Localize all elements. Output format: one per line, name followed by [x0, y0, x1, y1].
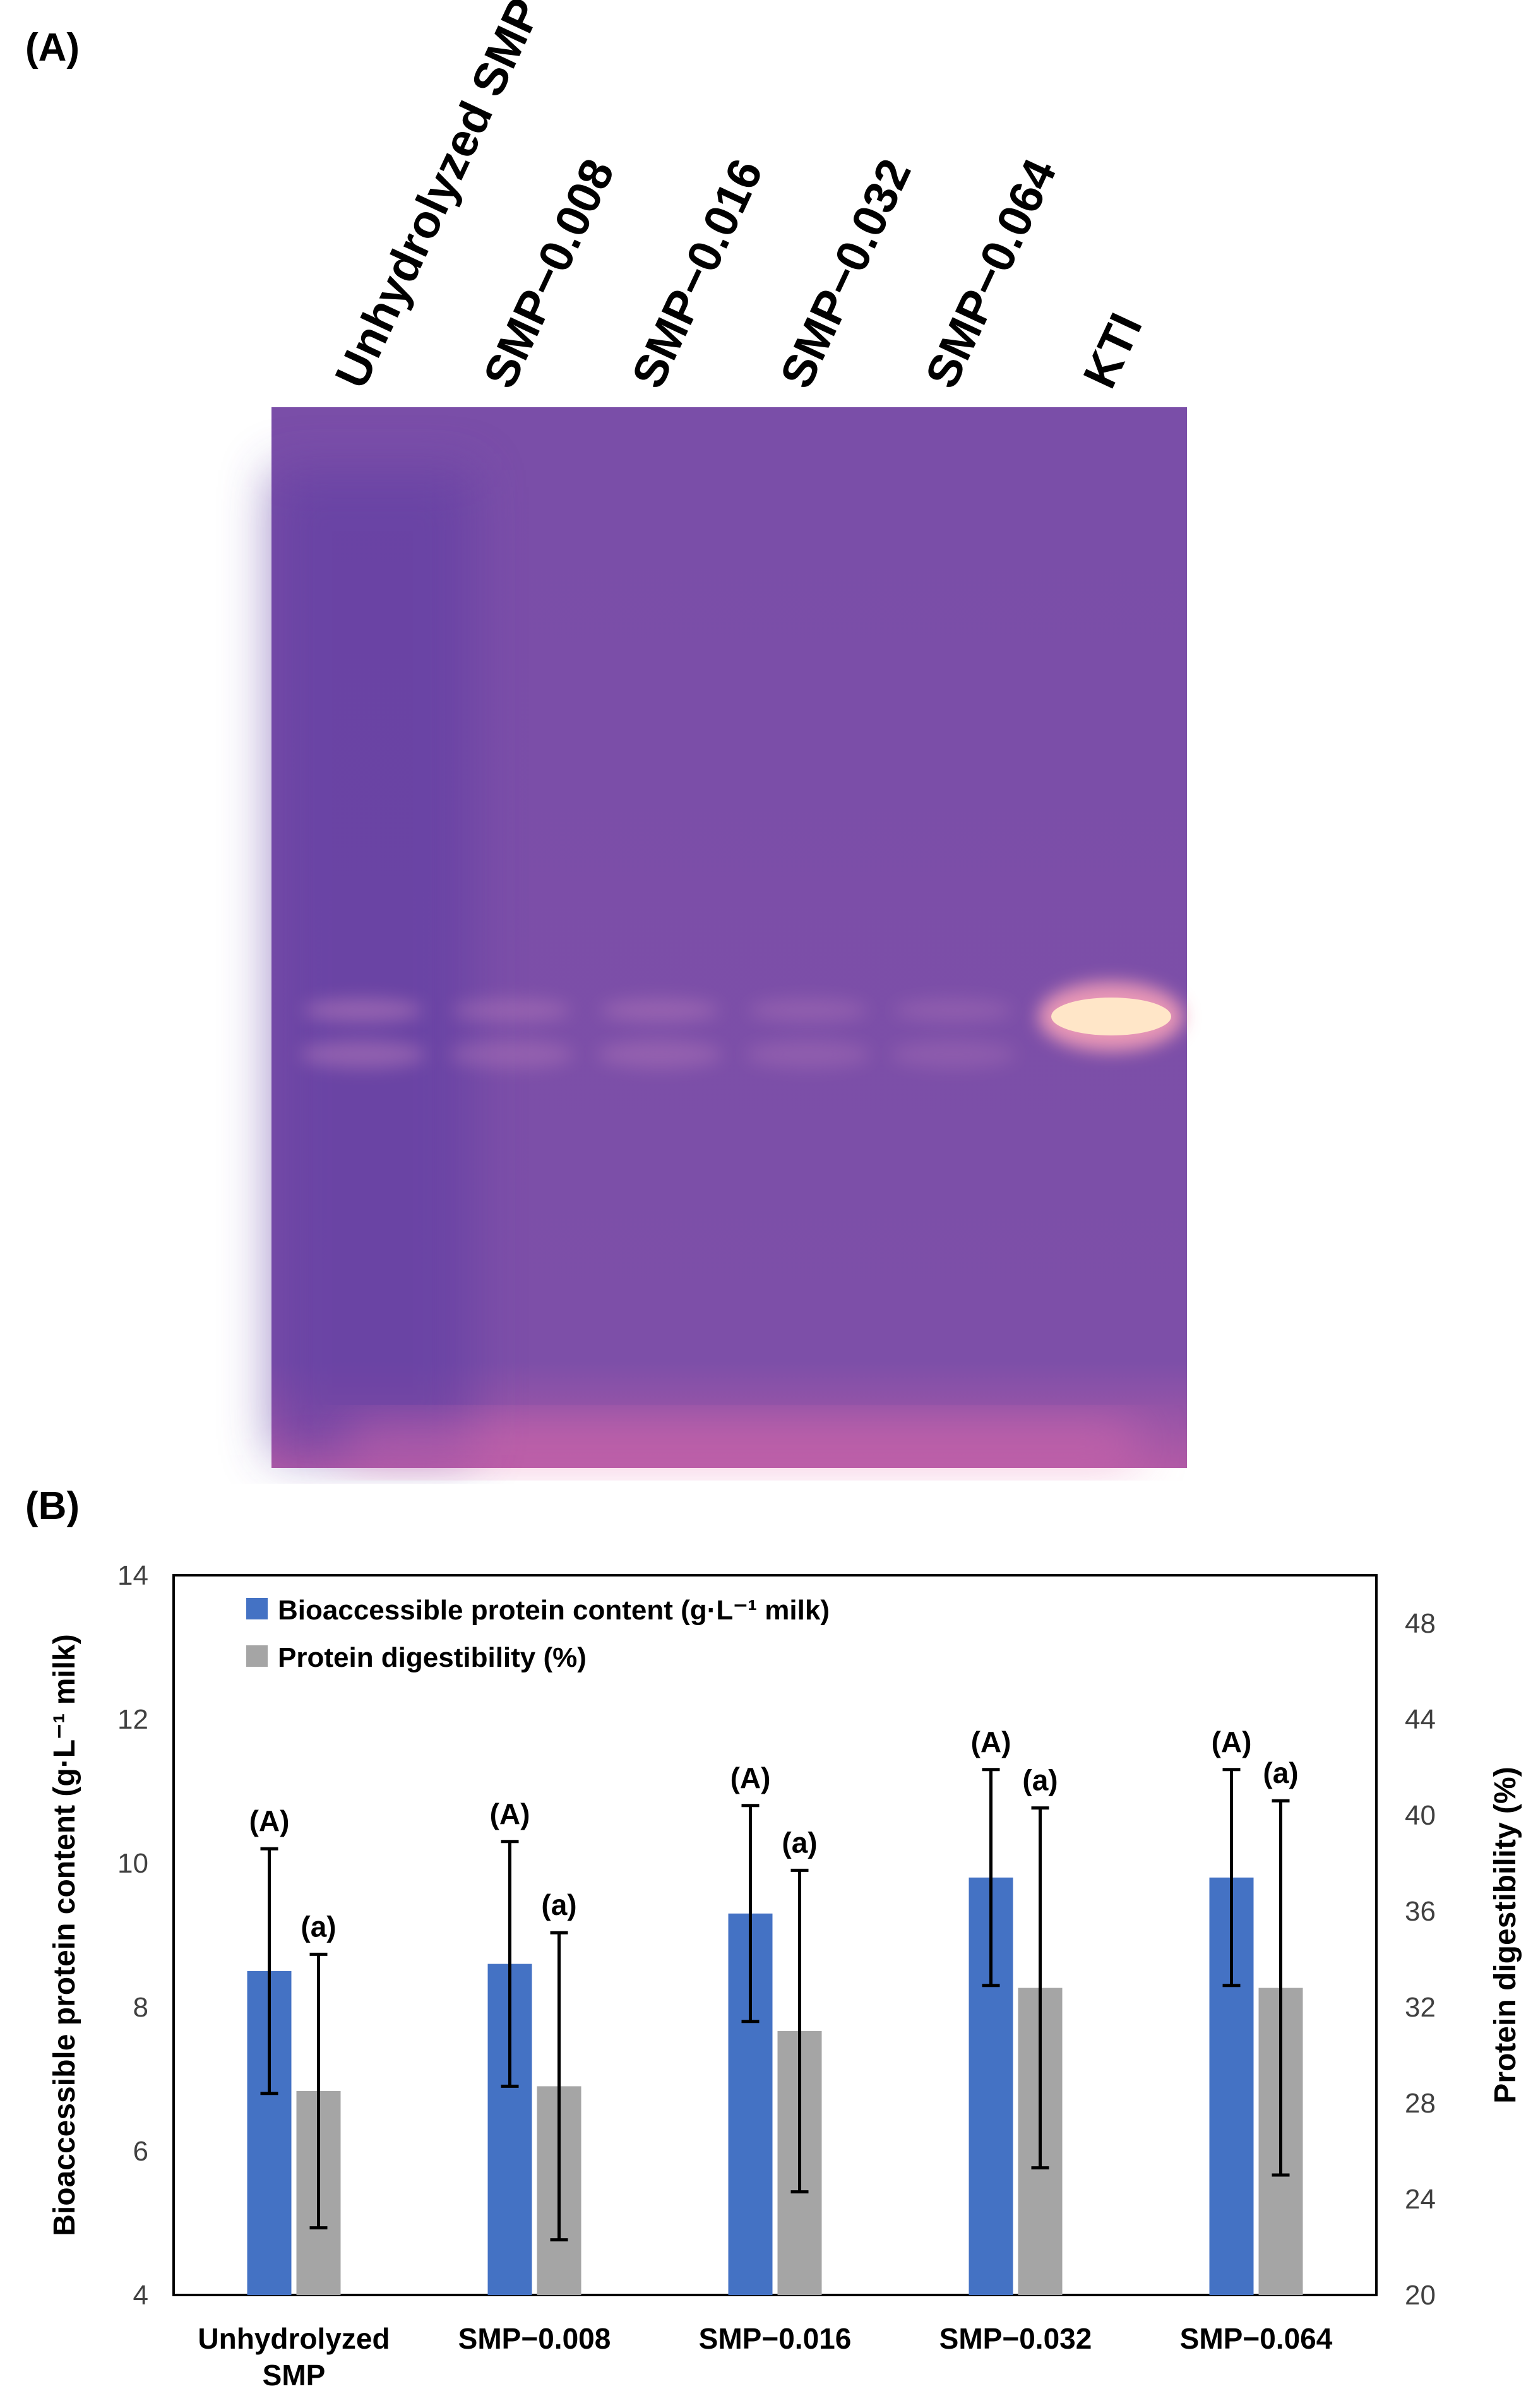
panel-a-label: (A): [25, 26, 80, 69]
significance-letter: (A): [730, 1761, 771, 1794]
significance-letter: (a): [782, 1826, 817, 1859]
x-tick-label: SMP−0.008: [458, 2322, 611, 2355]
right-tick-label: 44: [1405, 1704, 1436, 1735]
gel-band: [600, 999, 720, 1022]
significance-letter: (A): [249, 1804, 290, 1837]
left-tick-label: 4: [133, 2280, 148, 2311]
gel-band: [451, 999, 571, 1022]
legend-swatch: [246, 1645, 268, 1667]
right-tick-label: 24: [1405, 2184, 1436, 2215]
legend-swatch: [246, 1598, 268, 1619]
significance-letter: (a): [1022, 1764, 1058, 1797]
plot-frame: [172, 1574, 1378, 2296]
significance-letter: (a): [541, 1888, 576, 1921]
y-axis-label-left: Bioaccessible protein content (g·L⁻¹ mil…: [48, 1634, 81, 2236]
right-tick-label: 48: [1405, 1608, 1436, 1639]
gel-shadow: [271, 470, 474, 1455]
x-tick-label: SMP: [263, 2359, 326, 2392]
gel-band: [748, 999, 868, 1022]
gel-image: Unhydrolyzed SMPSMP−0.008SMP−0.016SMP−0.…: [271, 0, 1187, 1468]
right-tick-label: 36: [1405, 1896, 1436, 1927]
gel-band: [597, 1040, 723, 1068]
gel-band: [745, 1040, 871, 1068]
left-tick-label: 10: [117, 1848, 148, 1879]
significance-letter: (a): [1263, 1756, 1298, 1789]
gel-band: [300, 1040, 426, 1068]
gel-band: [893, 999, 1013, 1022]
gel-band-core: [1051, 998, 1171, 1035]
significance-letter: (A): [1212, 1726, 1252, 1758]
x-tick-label: SMP−0.016: [699, 2322, 852, 2355]
gel-band: [448, 1040, 575, 1068]
right-tick-label: 20: [1405, 2280, 1436, 2311]
x-tick-label: Unhydrolyzed: [198, 2322, 390, 2355]
significance-letter: (a): [301, 1910, 336, 1943]
right-tick-label: 28: [1405, 2088, 1436, 2119]
gel-band: [303, 999, 423, 1022]
right-tick-label: 32: [1405, 1992, 1436, 2023]
left-tick-label: 6: [133, 2136, 148, 2167]
legend-label: Bioaccessible protein content (g·L⁻¹ mil…: [278, 1595, 830, 1626]
panel-b-label: (B): [25, 1484, 80, 1528]
gel-band: [890, 1040, 1016, 1068]
y-axis-label-right: Protein digestibility (%): [1489, 1767, 1522, 2103]
right-tick-label: 40: [1405, 1800, 1436, 1831]
significance-letter: (A): [971, 1726, 1011, 1758]
gel-bottom-glow: [347, 1424, 1136, 1462]
x-tick-label: SMP−0.032: [939, 2322, 1092, 2355]
left-tick-label: 8: [133, 1992, 148, 2023]
legend-label: Protein digestibility (%): [278, 1642, 587, 1673]
left-tick-label: 12: [117, 1704, 148, 1735]
x-tick-label: SMP−0.064: [1180, 2322, 1333, 2355]
left-tick-label: 14: [117, 1560, 148, 1591]
significance-letter: (A): [490, 1797, 530, 1830]
